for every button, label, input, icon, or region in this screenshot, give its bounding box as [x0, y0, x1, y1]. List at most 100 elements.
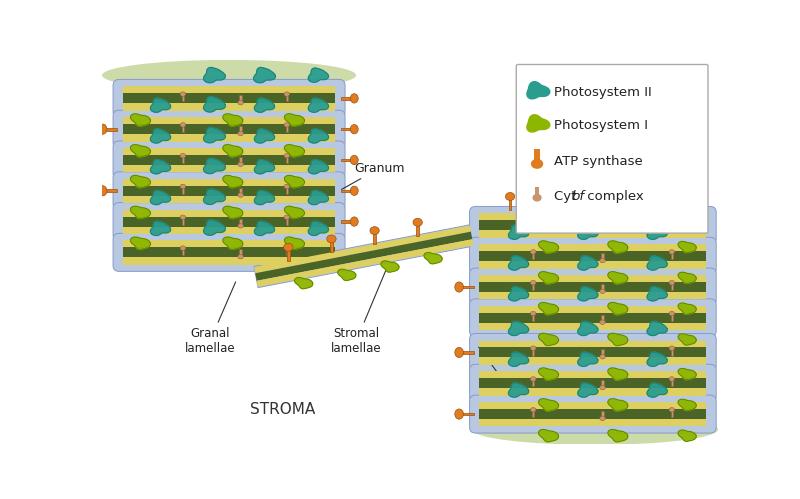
Bar	[459, 351, 474, 354]
Ellipse shape	[284, 123, 290, 127]
Ellipse shape	[284, 244, 293, 251]
Bar	[123, 155, 335, 165]
Ellipse shape	[530, 219, 536, 224]
Text: Granum: Granum	[342, 162, 405, 190]
Polygon shape	[150, 191, 170, 205]
Ellipse shape	[669, 346, 674, 350]
Ellipse shape	[567, 193, 576, 201]
Bar	[286, 94, 288, 101]
Polygon shape	[647, 383, 667, 397]
Polygon shape	[578, 383, 598, 397]
Polygon shape	[647, 321, 667, 336]
Ellipse shape	[530, 280, 536, 285]
Bar	[670, 313, 673, 321]
Ellipse shape	[284, 246, 290, 250]
Ellipse shape	[600, 320, 606, 324]
Bar	[479, 306, 706, 313]
Polygon shape	[285, 206, 304, 219]
Bar	[479, 282, 706, 292]
Bar	[670, 379, 673, 386]
Text: Cyt: Cyt	[554, 191, 581, 204]
Bar	[686, 197, 689, 210]
Polygon shape	[678, 334, 696, 345]
Bar	[286, 217, 288, 225]
Bar	[532, 252, 534, 259]
Ellipse shape	[238, 254, 243, 259]
Polygon shape	[538, 302, 558, 315]
Polygon shape	[509, 383, 529, 397]
Polygon shape	[647, 225, 667, 240]
Ellipse shape	[531, 159, 543, 169]
Bar	[670, 252, 673, 259]
Polygon shape	[254, 67, 275, 83]
Polygon shape	[608, 333, 628, 346]
Ellipse shape	[669, 311, 674, 316]
Bar	[670, 348, 673, 356]
Polygon shape	[538, 271, 558, 284]
Ellipse shape	[669, 219, 674, 224]
Polygon shape	[509, 352, 529, 366]
Polygon shape	[678, 303, 696, 314]
Bar	[102, 128, 118, 131]
Polygon shape	[538, 399, 558, 411]
Polygon shape	[509, 225, 529, 240]
Polygon shape	[308, 98, 329, 112]
Ellipse shape	[180, 246, 186, 250]
Bar	[602, 223, 604, 230]
Bar	[286, 187, 288, 194]
Bar	[286, 125, 288, 132]
Ellipse shape	[669, 408, 674, 412]
Ellipse shape	[98, 186, 107, 196]
Ellipse shape	[238, 162, 243, 167]
Bar	[341, 190, 354, 192]
Polygon shape	[254, 221, 274, 236]
Bar	[602, 349, 604, 357]
Polygon shape	[254, 98, 274, 112]
Bar	[182, 187, 184, 194]
Polygon shape	[578, 287, 598, 301]
FancyBboxPatch shape	[113, 203, 345, 241]
Text: Photosystem II: Photosystem II	[554, 86, 652, 99]
Bar	[287, 247, 290, 261]
Bar	[602, 315, 604, 322]
Bar	[182, 248, 184, 255]
Text: bf: bf	[572, 191, 585, 204]
Ellipse shape	[530, 311, 536, 316]
Bar	[479, 214, 706, 221]
Bar	[123, 248, 335, 257]
Bar	[532, 410, 534, 417]
Ellipse shape	[530, 377, 536, 381]
Bar	[182, 94, 184, 101]
Bar	[670, 410, 673, 417]
Ellipse shape	[238, 100, 243, 105]
Ellipse shape	[506, 193, 514, 201]
Ellipse shape	[350, 125, 358, 134]
Polygon shape	[678, 242, 696, 252]
Polygon shape	[254, 191, 274, 205]
FancyBboxPatch shape	[113, 234, 345, 271]
Bar	[532, 283, 534, 290]
Bar	[479, 275, 706, 282]
Polygon shape	[381, 261, 399, 272]
Polygon shape	[578, 321, 598, 336]
Polygon shape	[203, 189, 226, 205]
Ellipse shape	[669, 280, 674, 285]
Bar	[123, 196, 335, 203]
Polygon shape	[257, 239, 474, 287]
Bar	[123, 134, 335, 142]
Polygon shape	[608, 241, 628, 253]
Text: Stromal
lamellae: Stromal lamellae	[330, 270, 386, 355]
Bar	[239, 188, 242, 195]
Bar	[479, 409, 706, 419]
Bar	[479, 261, 706, 268]
Bar	[123, 186, 335, 196]
Ellipse shape	[284, 184, 290, 189]
Polygon shape	[647, 256, 667, 270]
Ellipse shape	[350, 155, 358, 165]
Text: Photosystem I: Photosystem I	[554, 119, 648, 132]
Bar	[570, 197, 573, 210]
Polygon shape	[255, 232, 472, 281]
Polygon shape	[308, 160, 329, 174]
Bar	[509, 197, 511, 210]
Bar	[532, 379, 534, 386]
